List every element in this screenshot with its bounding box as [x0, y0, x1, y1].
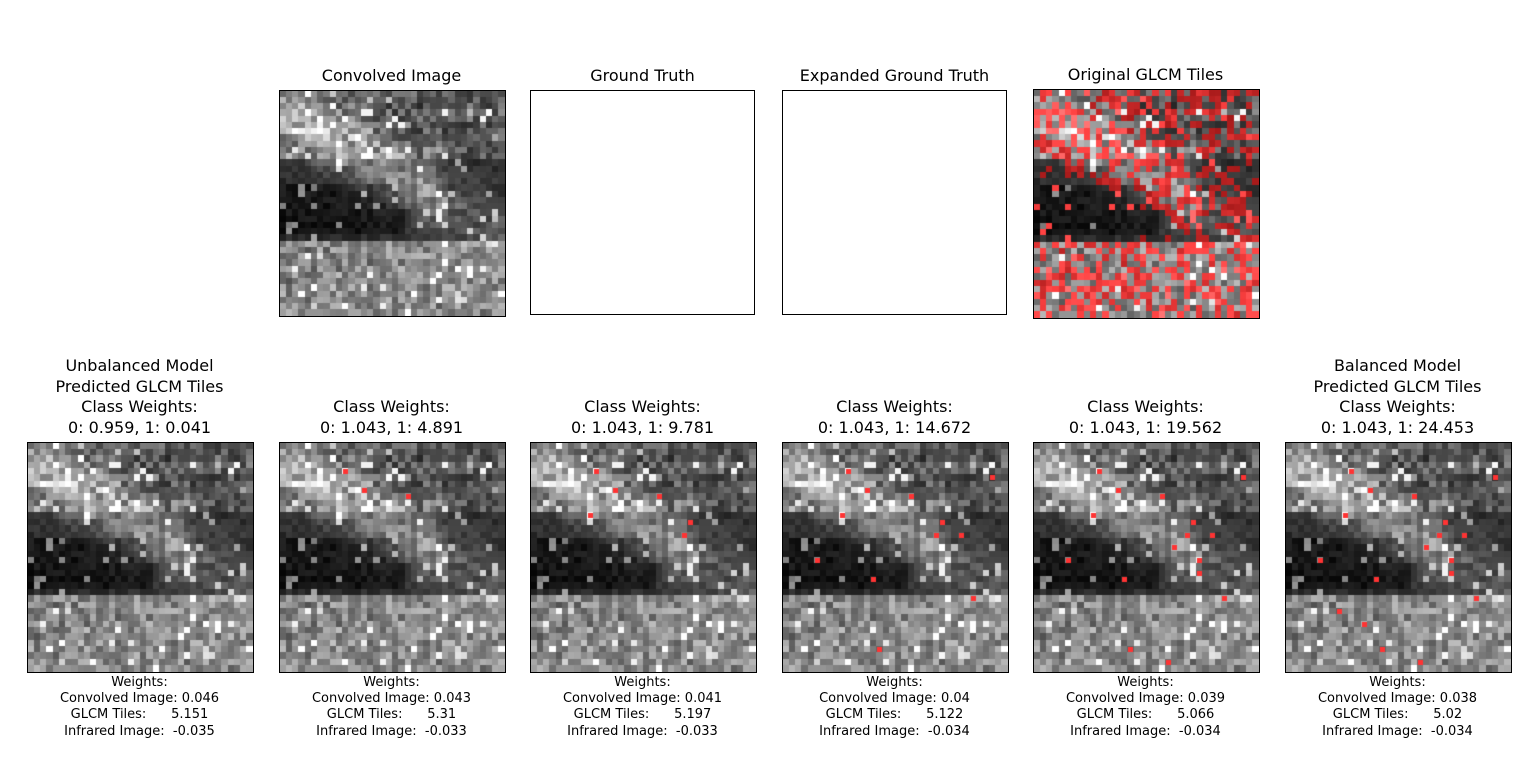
- weight-glcm-tiles: GLCM Tiles: 5.122: [825, 707, 964, 723]
- weight-infrared-image: Infrared Image: -0.035: [64, 723, 215, 739]
- panel-title: Unbalanced Model Predicted GLCM Tiles Cl…: [55, 356, 224, 437]
- weight-convolved-image: Convolved Image: 0.039: [1065, 691, 1226, 707]
- panel-convolved-image: Convolved Image: [279, 66, 506, 317]
- convolved-image: [279, 90, 506, 317]
- panel-title: Class Weights: 0: 1.043, 1: 14.672: [817, 397, 972, 437]
- panel-class-weights-14672: Class Weights: 0: 1.043, 1: 14.672 Weigh…: [782, 397, 1009, 739]
- weight-infrared-image: Infrared Image: -0.034: [1070, 723, 1221, 739]
- panel-title: Balanced Model Predicted GLCM Tiles Clas…: [1313, 356, 1482, 437]
- panel-ground-truth: Ground Truth: [530, 66, 755, 315]
- predicted-glcm-tiles-image: [1033, 442, 1260, 673]
- weights-caption: Weights: Convolved Image: 0.041 GLCM Tiles…: [490, 675, 795, 740]
- weight-glcm-tiles: GLCM Tiles: 5.066: [1076, 707, 1215, 723]
- weights-label: Weights:: [111, 675, 168, 690]
- predicted-glcm-tiles-image: [782, 442, 1009, 673]
- weight-convolved-image: Convolved Image: 0.038: [1317, 691, 1478, 707]
- weights-label: Weights:: [363, 675, 420, 690]
- predicted-glcm-tiles-image: [27, 442, 254, 673]
- weights-caption: Weights: Convolved Image: 0.04 GLCM Tiles:…: [742, 675, 1047, 740]
- weight-convolved-image: Convolved Image: 0.04: [819, 691, 970, 707]
- predicted-glcm-tiles-image: [279, 442, 506, 673]
- original-glcm-tiles-image: [1033, 89, 1260, 319]
- weight-glcm-tiles: GLCM Tiles: 5.31: [326, 707, 457, 723]
- weight-glcm-tiles: GLCM Tiles: 5.197: [573, 707, 712, 723]
- panel-class-weights-4891: Class Weights: 0: 1.043, 1: 4.891 Weight…: [279, 397, 506, 739]
- weights-caption: Weights: Convolved Image: 0.046 GLCM Tiles…: [0, 675, 292, 740]
- ground-truth-image: [530, 90, 755, 315]
- panel-balanced-model: Balanced Model Predicted GLCM Tiles Clas…: [1285, 356, 1512, 739]
- panel-title: Class Weights: 0: 1.043, 1: 4.891: [319, 397, 464, 437]
- panel-expanded-ground-truth: Expanded Ground Truth: [782, 66, 1007, 315]
- panel-title: Class Weights: 0: 1.043, 1: 9.781: [570, 397, 715, 437]
- panel-title: Ground Truth: [590, 65, 695, 85]
- weight-infrared-image: Infrared Image: -0.033: [567, 723, 718, 739]
- weights-label: Weights:: [614, 675, 671, 690]
- weights-caption: Weights: Convolved Image: 0.039 GLCM Tiles…: [993, 675, 1298, 740]
- panel-title: Convolved Image: [321, 65, 462, 85]
- weights-label: Weights:: [866, 675, 923, 690]
- weight-convolved-image: Convolved Image: 0.046: [59, 691, 220, 707]
- weights-label: Weights:: [1117, 675, 1174, 690]
- panel-class-weights-19562: Class Weights: 0: 1.043, 1: 19.562 Weigh…: [1033, 397, 1260, 739]
- weight-infrared-image: Infrared Image: -0.033: [316, 723, 467, 739]
- weight-convolved-image: Convolved Image: 0.041: [562, 691, 723, 707]
- panel-unbalanced-model: Unbalanced Model Predicted GLCM Tiles Cl…: [27, 356, 254, 739]
- weight-glcm-tiles: GLCM Tiles: 5.151: [70, 707, 209, 723]
- weight-glcm-tiles: GLCM Tiles: 5.02: [1332, 707, 1463, 723]
- weights-label: Weights:: [1369, 675, 1426, 690]
- weight-infrared-image: Infrared Image: -0.034: [1322, 723, 1473, 739]
- weight-infrared-image: Infrared Image: -0.034: [819, 723, 970, 739]
- panel-title: Class Weights: 0: 1.043, 1: 19.562: [1068, 397, 1223, 437]
- predicted-glcm-tiles-image: [1285, 442, 1512, 673]
- weight-convolved-image: Convolved Image: 0.043: [311, 691, 472, 707]
- expanded-ground-truth-image: [782, 90, 1007, 315]
- panel-title: Expanded Ground Truth: [799, 65, 990, 85]
- panel-class-weights-9781: Class Weights: 0: 1.043, 1: 9.781 Weight…: [530, 397, 757, 739]
- weights-caption: Weights: Convolved Image: 0.038 GLCM Tiles…: [1245, 675, 1536, 740]
- panel-title: Original GLCM Tiles: [1067, 64, 1224, 84]
- predicted-glcm-tiles-image: [530, 442, 757, 673]
- weights-caption: Weights: Convolved Image: 0.043 GLCM Tiles…: [239, 675, 544, 740]
- panel-original-glcm-tiles: Original GLCM Tiles: [1033, 65, 1260, 319]
